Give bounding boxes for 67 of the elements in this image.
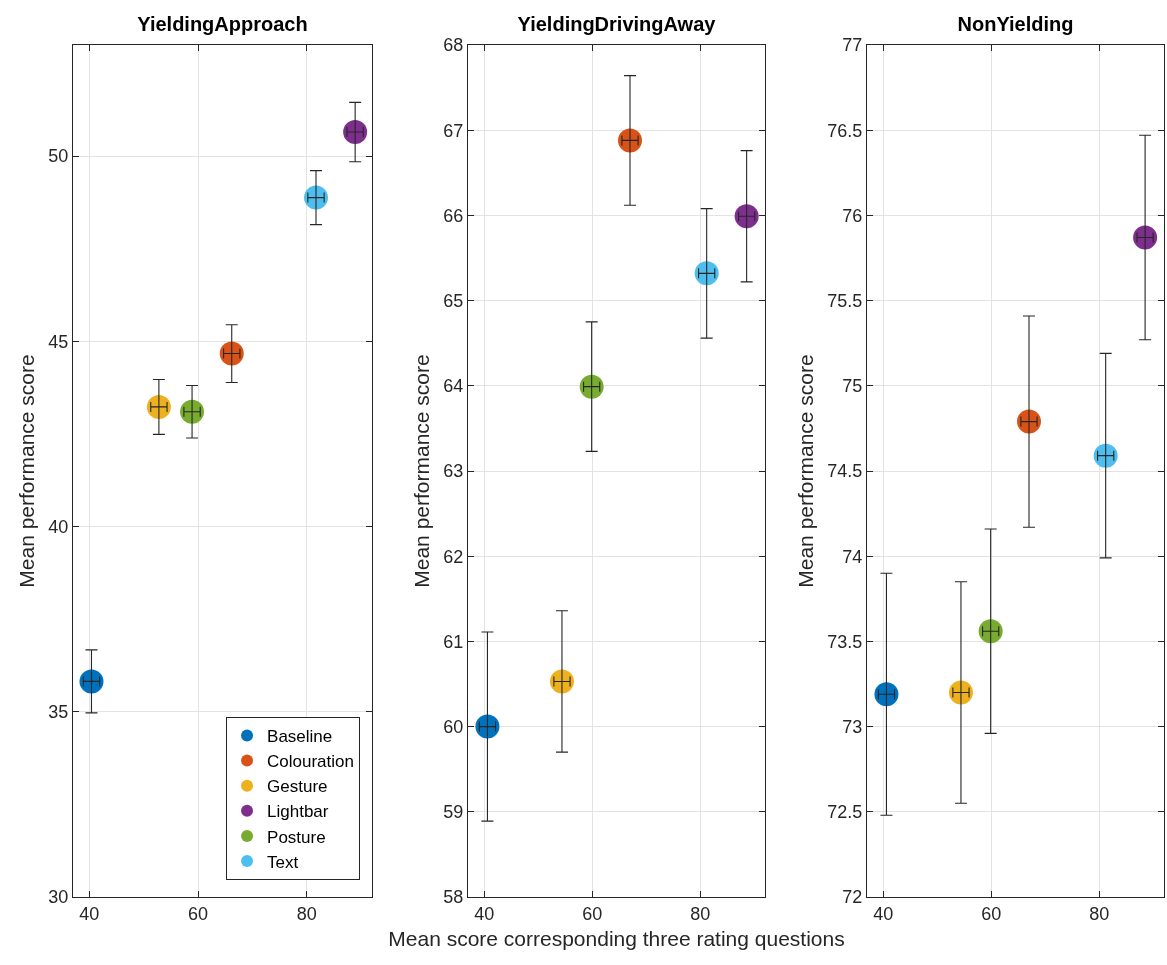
y-tick-label: 30 [48,887,69,908]
point [1017,409,1041,434]
x-tick-label: 40 [79,903,100,924]
x-tick-label: 80 [690,903,711,924]
y-tick-label: 40 [48,516,69,537]
y-axis-title: Mean performance score [409,354,433,588]
point [180,399,205,424]
legend-label: Colouration [267,752,354,772]
x-tick-label: 80 [296,903,317,924]
x-tick-label: 60 [981,903,1002,924]
x-tick-label: 60 [582,903,603,924]
point [343,120,368,145]
point [874,682,899,707]
point [579,374,604,399]
legend-label: Lightbar [267,802,329,822]
y-tick-label: 65 [443,290,464,311]
y-tick-label: 73 [842,716,863,737]
y-tick-label: 73.5 [827,631,863,652]
y-tick-label: 58 [443,887,464,908]
y-tick-label: 68 [443,35,464,56]
y-tick-label: 62 [443,546,464,567]
legend-label: Gesture [267,777,328,797]
y-tick-label: 74.5 [827,461,863,482]
x-tick-label: 40 [873,903,894,924]
point [304,185,329,210]
point [694,261,719,286]
x-tick-label: 40 [474,903,495,924]
y-tick-label: 77 [842,35,863,56]
y-tick-label: 60 [443,716,464,737]
point [146,394,171,419]
y-tick-label: 64 [443,376,464,397]
y-tick-label: 75.5 [827,290,863,311]
chart-title: YieldingApproach [137,13,308,35]
point [79,669,104,694]
y-tick-label: 76 [842,205,863,226]
y-tick-label: 72 [842,887,863,908]
legend-label: Text [267,852,299,872]
y-tick-label: 72.5 [827,802,863,823]
chart-title: NonYielding [957,13,1074,35]
point [1093,443,1118,468]
x-tick-label: 80 [1089,903,1110,924]
legend-label: Baseline [267,727,333,747]
y-tick-label: 59 [443,802,464,823]
point [978,619,1003,644]
point [734,204,759,229]
x-tick-label: 60 [188,903,209,924]
y-tick-label: 74 [842,546,863,567]
y-tick-label: 61 [443,631,464,652]
legend-label: Posture [267,827,326,847]
y-tick-label: 75 [842,376,863,397]
y-tick-label: 50 [48,146,69,167]
point [475,714,500,739]
y-tick-label: 45 [48,331,69,352]
point [549,669,574,694]
y-tick-label: 76.5 [827,120,863,141]
point [219,341,244,366]
chart-title: YieldingDrivingAway [517,13,717,35]
y-tick-label: 35 [48,702,69,723]
point [618,128,642,153]
x-axis-title: Mean score corresponding three rating questions [388,926,845,950]
y-axis-title: Mean performance score [793,354,817,588]
point [1133,225,1158,250]
y-axis-title: Mean performance score [14,354,38,588]
y-tick-label: 63 [443,461,464,482]
y-tick-label: 66 [443,205,464,226]
y-tick-label: 67 [443,120,464,141]
point [948,680,973,705]
